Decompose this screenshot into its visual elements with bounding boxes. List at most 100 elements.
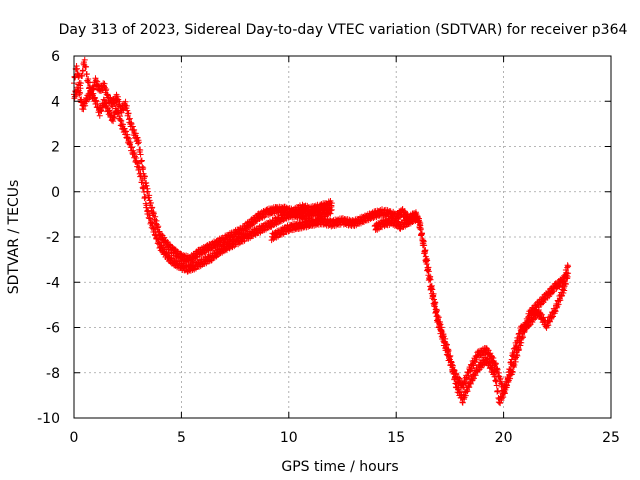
y-tick-label: 4 — [51, 94, 60, 110]
data-point — [150, 210, 157, 217]
data-point — [143, 182, 150, 189]
data-point — [455, 384, 462, 391]
data-point — [83, 63, 90, 70]
y-tick-label: -10 — [37, 411, 60, 427]
data-point — [513, 343, 520, 350]
data-point — [106, 94, 113, 101]
data-point — [497, 375, 504, 382]
data-point — [115, 109, 122, 116]
data-point — [497, 400, 504, 407]
data-point — [145, 208, 152, 215]
data-points — [71, 56, 572, 407]
x-tick-label: 5 — [177, 430, 186, 446]
data-point — [510, 351, 517, 358]
data-point — [75, 81, 82, 88]
data-point — [486, 359, 493, 366]
data-point — [432, 299, 439, 306]
data-point — [102, 99, 109, 106]
data-point — [495, 387, 502, 394]
y-axis-label: SDTVAR / TECUs — [6, 180, 22, 295]
data-point — [493, 377, 500, 384]
data-point — [462, 379, 469, 386]
data-point — [565, 270, 572, 277]
data-point — [489, 353, 496, 360]
data-point — [71, 93, 78, 100]
data-point — [507, 366, 514, 373]
data-point — [122, 98, 129, 105]
data-point — [137, 151, 144, 158]
data-point — [493, 382, 500, 389]
data-point — [328, 206, 335, 213]
data-point — [492, 370, 499, 377]
data-point — [124, 134, 131, 141]
data-point — [467, 380, 474, 387]
data-point — [514, 352, 521, 359]
data-point — [489, 364, 496, 371]
data-point — [421, 242, 428, 249]
data-point — [557, 297, 564, 304]
data-point — [565, 263, 572, 270]
data-point — [427, 276, 434, 283]
data-point — [417, 226, 424, 233]
x-tick-label: 0 — [70, 430, 79, 446]
data-point — [494, 366, 501, 373]
data-point — [501, 390, 508, 397]
data-point — [434, 307, 441, 314]
data-point — [535, 307, 542, 314]
y-tick-label: -6 — [46, 321, 60, 337]
series-b — [71, 81, 335, 275]
data-point — [543, 322, 550, 329]
data-point — [562, 281, 569, 288]
y-tick-label: 6 — [51, 49, 60, 65]
data-point — [103, 86, 110, 93]
data-point — [511, 361, 518, 368]
data-point — [122, 128, 129, 135]
data-point — [418, 230, 425, 237]
data-point — [452, 374, 459, 381]
data-point — [142, 193, 149, 200]
data-point — [152, 213, 159, 220]
data-point — [128, 144, 135, 151]
data-point — [125, 110, 132, 117]
data-point — [149, 220, 156, 227]
y-tick-label: -2 — [46, 230, 60, 246]
data-point — [437, 321, 444, 328]
data-point — [83, 70, 90, 77]
data-point — [546, 318, 553, 325]
data-point — [487, 350, 494, 357]
data-point — [148, 219, 155, 226]
x-tick-label: 15 — [387, 430, 405, 446]
data-point — [450, 371, 457, 378]
x-tick-labels: 0 5 10 15 20 25 — [70, 430, 620, 446]
data-point — [138, 172, 145, 179]
data-point — [138, 157, 145, 164]
y-tick-label: 2 — [51, 140, 60, 156]
data-point — [449, 361, 456, 368]
data-point — [443, 341, 450, 348]
data-point — [113, 102, 120, 109]
data-point — [424, 257, 431, 264]
data-point — [552, 308, 559, 315]
data-point — [429, 286, 436, 293]
data-point — [117, 117, 124, 124]
y-tick-label: -8 — [46, 366, 60, 382]
data-point — [459, 399, 466, 406]
data-point — [425, 268, 432, 275]
data-point — [146, 192, 153, 199]
data-point — [139, 177, 146, 184]
data-point — [136, 164, 143, 171]
data-point — [155, 223, 162, 230]
y-tick-label: 0 — [51, 185, 60, 201]
data-point — [445, 347, 452, 354]
data-point — [498, 395, 505, 402]
data-point — [435, 314, 442, 321]
data-point — [484, 346, 491, 353]
data-point — [93, 98, 100, 105]
data-point — [134, 134, 141, 141]
grid-lines — [74, 56, 611, 418]
data-point — [147, 199, 154, 206]
data-point — [92, 77, 99, 84]
data-point — [430, 290, 437, 297]
